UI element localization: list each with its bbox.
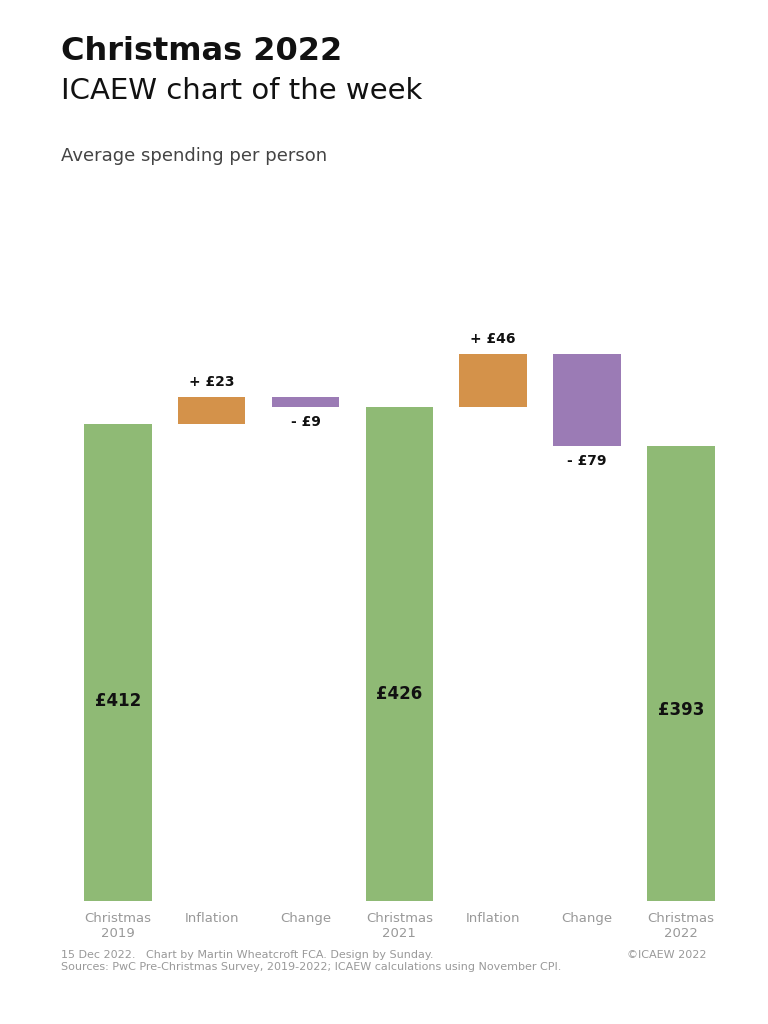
Text: + £23: + £23	[189, 375, 234, 389]
Text: Average spending per person: Average spending per person	[61, 147, 328, 166]
Bar	[553, 354, 621, 445]
Bar	[366, 408, 433, 901]
Text: £426: £426	[376, 685, 422, 702]
Bar	[272, 397, 339, 408]
Bar	[647, 445, 715, 901]
Text: Christmas 2022: Christmas 2022	[61, 36, 343, 67]
Text: 15 Dec 2022.   Chart by Martin Wheatcroft FCA. Design by Sunday.
Sources: PwC Pr: 15 Dec 2022. Chart by Martin Wheatcroft …	[61, 950, 562, 972]
Bar	[459, 354, 527, 408]
Text: + £46: + £46	[471, 332, 516, 346]
Text: ©ICAEW 2022: ©ICAEW 2022	[627, 950, 707, 961]
Bar	[178, 397, 246, 424]
Text: £393: £393	[657, 700, 704, 719]
Text: - £79: - £79	[568, 454, 607, 468]
Bar	[84, 424, 151, 901]
Text: ICAEW chart of the week: ICAEW chart of the week	[61, 77, 423, 104]
Text: £412: £412	[94, 691, 141, 710]
Text: - £9: - £9	[290, 416, 320, 429]
